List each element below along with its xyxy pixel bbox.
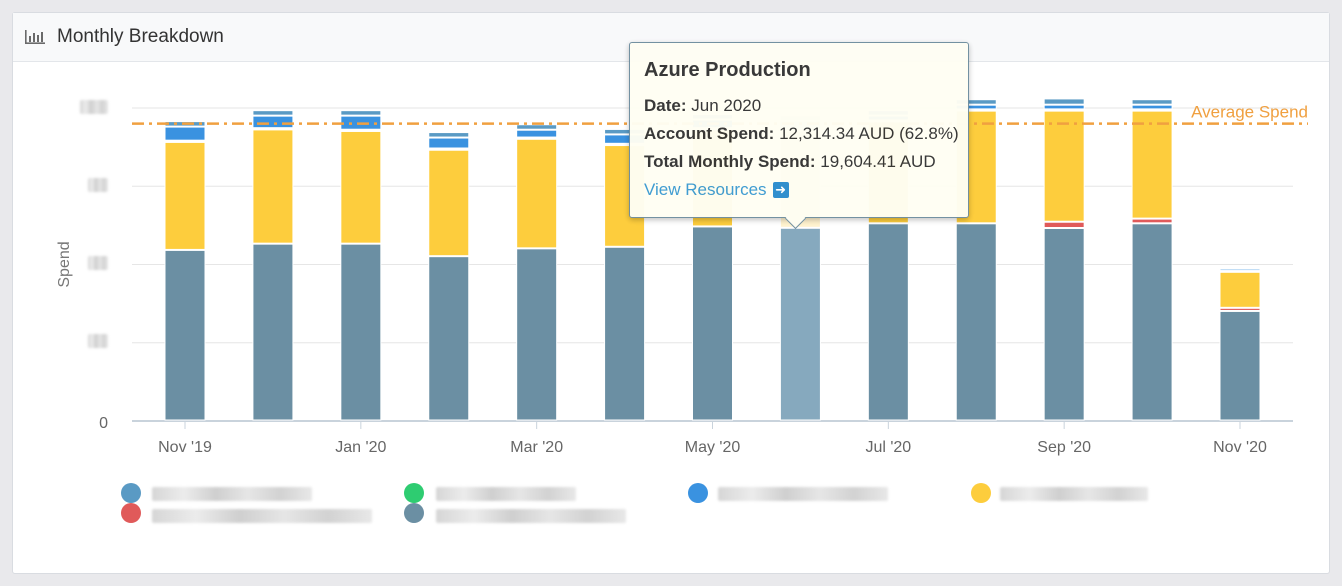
bar-chart-icon <box>25 30 45 44</box>
bar-segment <box>428 149 470 257</box>
bar-segment <box>516 124 558 130</box>
bar-segment <box>692 226 733 421</box>
x-tick-label: Nov '19 <box>158 439 212 456</box>
y-tick-label-blurred <box>88 334 108 348</box>
bar-segment <box>164 141 206 250</box>
tooltip-total-value: 19,604.41 AUD <box>820 152 936 171</box>
bar-segment <box>516 138 558 249</box>
bar-segment <box>1043 110 1085 222</box>
bar-segment <box>340 110 382 116</box>
legend-swatch[interactable] <box>404 483 424 503</box>
bar-segment <box>428 132 470 138</box>
tooltip-title: Azure Production <box>644 59 811 81</box>
legend-swatch[interactable] <box>121 503 141 523</box>
bar-tooltip: Azure Production Date: Jun 2020 Account … <box>629 42 969 218</box>
bar-segment <box>252 115 294 129</box>
bar-segment <box>1043 228 1085 421</box>
bar-segment <box>1043 104 1085 110</box>
bar-segment <box>252 129 294 244</box>
legend-swatch[interactable] <box>971 483 991 503</box>
tooltip-account-label: Account Spend: <box>644 124 775 143</box>
bar-segment <box>1219 268 1261 272</box>
y-tick-label: 0 <box>99 415 108 432</box>
bar-segment <box>604 246 646 421</box>
view-resources-label: View Resources <box>644 180 767 199</box>
x-tick-label: Sep '20 <box>1037 439 1091 456</box>
legend-swatch[interactable] <box>688 483 708 503</box>
panel-title: Monthly Breakdown <box>57 26 224 47</box>
bar-segment <box>428 256 470 421</box>
arrow-right-icon: ➜ <box>772 182 789 198</box>
y-tick-label-blurred <box>88 178 108 192</box>
bar-segment <box>1219 310 1261 421</box>
bar-segment <box>1131 218 1173 224</box>
tooltip-date-label: Date: <box>644 96 687 115</box>
average-spend-label: Average Spend <box>1191 103 1308 122</box>
tooltip-date-value: Jun 2020 <box>691 96 762 115</box>
tooltip-account-row: Account Spend: 12,314.34 AUD (62.8%) <box>644 124 959 144</box>
bar-segment <box>252 243 294 421</box>
tooltip-total-label: Total Monthly Spend: <box>644 152 816 171</box>
x-tick-label: Jan '20 <box>335 439 386 456</box>
legend-swatch[interactable] <box>121 483 141 503</box>
bar-segment <box>340 130 382 244</box>
bar-segment <box>779 227 821 421</box>
bar-segment <box>1219 271 1261 308</box>
bar-segment <box>955 223 997 421</box>
legend-label-blurred[interactable] <box>436 487 576 501</box>
x-tick-label: Mar '20 <box>510 439 563 456</box>
legend-label-blurred[interactable] <box>152 509 372 523</box>
bar-segment <box>428 137 470 149</box>
bar-segment <box>1131 110 1173 219</box>
legend-label-blurred[interactable] <box>718 487 888 501</box>
x-tick-label: Jul '20 <box>865 439 911 456</box>
tooltip-account-value: 12,314.34 AUD (62.8%) <box>779 124 959 143</box>
bar-segment <box>867 223 909 421</box>
legend-label-blurred[interactable] <box>1000 487 1148 501</box>
bar-segment <box>252 110 294 116</box>
bar-segment <box>1043 98 1085 105</box>
bar-segment <box>1043 221 1085 229</box>
y-tick-label-blurred <box>88 256 108 270</box>
bar-segment <box>164 126 206 141</box>
bar-segment <box>1131 223 1173 421</box>
y-tick-label-blurred <box>80 100 108 114</box>
bar-segment <box>1131 104 1173 110</box>
bar-segment <box>164 249 206 421</box>
legend-label-blurred[interactable] <box>436 509 626 523</box>
bar-segment <box>1131 99 1173 105</box>
view-resources-link[interactable]: View Resources ➜ <box>644 180 789 200</box>
tooltip-date-row: Date: Jun 2020 <box>644 96 954 116</box>
x-tick-label: May '20 <box>685 439 741 456</box>
legend-label-blurred[interactable] <box>152 487 312 501</box>
tooltip-total-row: Total Monthly Spend: 19,604.41 AUD <box>644 152 954 172</box>
bar-segment <box>516 129 558 138</box>
bar-segment <box>516 248 558 421</box>
bar-segment <box>340 243 382 421</box>
x-tick-label: Nov '20 <box>1213 439 1267 456</box>
bar-segment <box>1219 307 1261 311</box>
legend-swatch[interactable] <box>404 503 424 523</box>
y-axis-label: Spend <box>56 241 73 287</box>
